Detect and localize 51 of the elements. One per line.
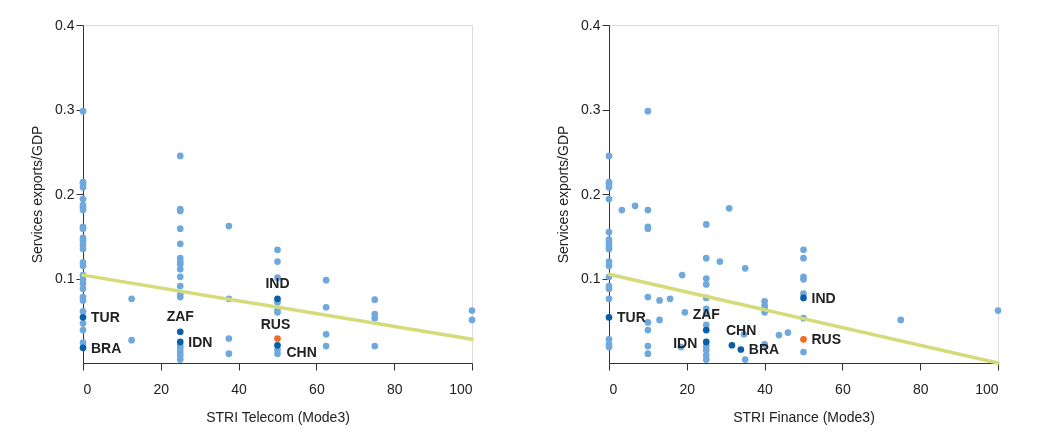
- series-label: IDN: [188, 333, 213, 350]
- series-label: ZAF: [166, 307, 195, 324]
- y-axis-title: Services exports/GDP: [29, 125, 46, 264]
- point: [605, 314, 613, 321]
- x-tick-label: 0: [609, 380, 618, 397]
- x-tick-label: 40: [757, 380, 774, 397]
- point: [702, 326, 710, 334]
- x-tick-label: 0: [83, 380, 92, 397]
- y-tick-label: 0.3: [55, 101, 75, 117]
- series-label: IND: [811, 289, 836, 306]
- x-tick-label: 40: [231, 380, 248, 397]
- x-axis-title: STRI Finance (Mode3): [733, 408, 875, 425]
- point: [800, 335, 807, 343]
- x-tick-label: 20: [679, 380, 696, 397]
- x-tick-label: 80: [912, 380, 929, 397]
- series-label: TUR: [91, 309, 120, 326]
- y-tick-label: 0.2: [55, 185, 75, 202]
- x-tick-label: 60: [309, 380, 325, 397]
- series-label: IDN: [673, 334, 698, 351]
- series-label: CHN: [286, 344, 317, 361]
- point: [274, 335, 281, 342]
- x-tick-label: 100: [975, 380, 999, 397]
- series-label: RUS: [811, 331, 842, 348]
- series-label: RUS: [260, 316, 291, 333]
- series-label: CHN: [725, 322, 757, 339]
- series-label: ZAF: [692, 306, 721, 323]
- point: [176, 338, 184, 346]
- series-label: IND: [265, 274, 290, 291]
- point: [800, 294, 807, 302]
- point: [737, 346, 745, 353]
- series-label: BRA: [91, 339, 122, 356]
- y-tick-label: 0.1: [581, 270, 601, 286]
- y-tick-label: 0.4: [581, 16, 601, 33]
- x-tick-label: 100: [449, 380, 473, 397]
- series-label: TUR: [617, 309, 646, 326]
- series-label: BRA: [748, 341, 780, 358]
- point: [702, 338, 710, 346]
- x-tick-label: 20: [153, 380, 170, 397]
- y-tick-label: 0.4: [55, 16, 75, 33]
- x-axis-title: STRI Telecom (Mode3): [206, 408, 350, 425]
- x-tick-label: 80: [386, 380, 403, 397]
- point: [176, 328, 184, 336]
- y-tick-label: 0.1: [55, 270, 75, 286]
- x-tick-label: 60: [835, 380, 851, 397]
- point: [728, 341, 736, 349]
- point: [274, 341, 281, 349]
- y-tick-label: 0.3: [581, 101, 601, 117]
- y-tick-label: 0.2: [581, 185, 601, 202]
- point: [79, 314, 87, 321]
- y-axis-title: Services exports/GDP: [555, 125, 572, 264]
- point: [79, 344, 87, 352]
